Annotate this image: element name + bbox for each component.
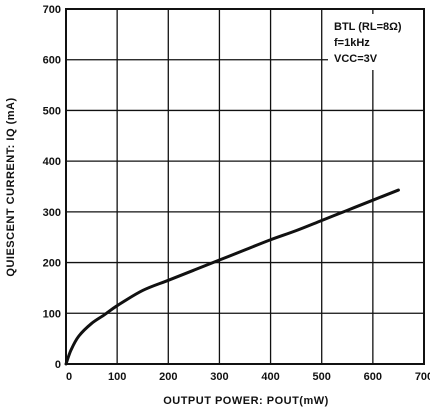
x-tick-label: 400 xyxy=(261,371,279,383)
x-tick-label: 100 xyxy=(108,371,126,383)
x-tick-label: 0 xyxy=(66,371,72,383)
series-line xyxy=(64,188,400,366)
y-tick-label: 400 xyxy=(43,156,61,168)
x-tick-label: 300 xyxy=(210,371,228,383)
annotation-line-2: f=1kHz xyxy=(334,37,370,49)
x-tick-label: 700 xyxy=(415,371,430,383)
y-tick-label: 200 xyxy=(43,258,61,270)
y-axis-title: QUIESCENT CURRENT: IQ (mA) xyxy=(5,97,17,276)
y-tick-label: 300 xyxy=(43,207,61,219)
annotation-line-3: VCC=3V xyxy=(334,53,378,65)
grid-layer xyxy=(65,8,425,365)
y-tick-label: 0 xyxy=(55,359,61,371)
annotation-line-1: BTL (RL=8Ω) xyxy=(334,21,402,33)
x-axis-title: OUTPUT POWER: POUT(mW) xyxy=(163,395,329,407)
x-tick-label: 500 xyxy=(313,371,331,383)
plot-frame xyxy=(65,8,425,365)
tick-layer: 0 100 200 300 400 500 600 700 0 100 200 300 400 500 60… xyxy=(43,4,430,383)
y-tick-label: 600 xyxy=(43,55,61,67)
x-tick-label: 200 xyxy=(159,371,177,383)
x-tick-label: 600 xyxy=(364,371,382,383)
y-tick-label: 100 xyxy=(43,308,61,320)
y-tick-label: 500 xyxy=(43,105,61,117)
y-tick-label: 700 xyxy=(43,4,61,16)
annotation-background xyxy=(328,14,423,70)
series-layer xyxy=(64,188,400,366)
